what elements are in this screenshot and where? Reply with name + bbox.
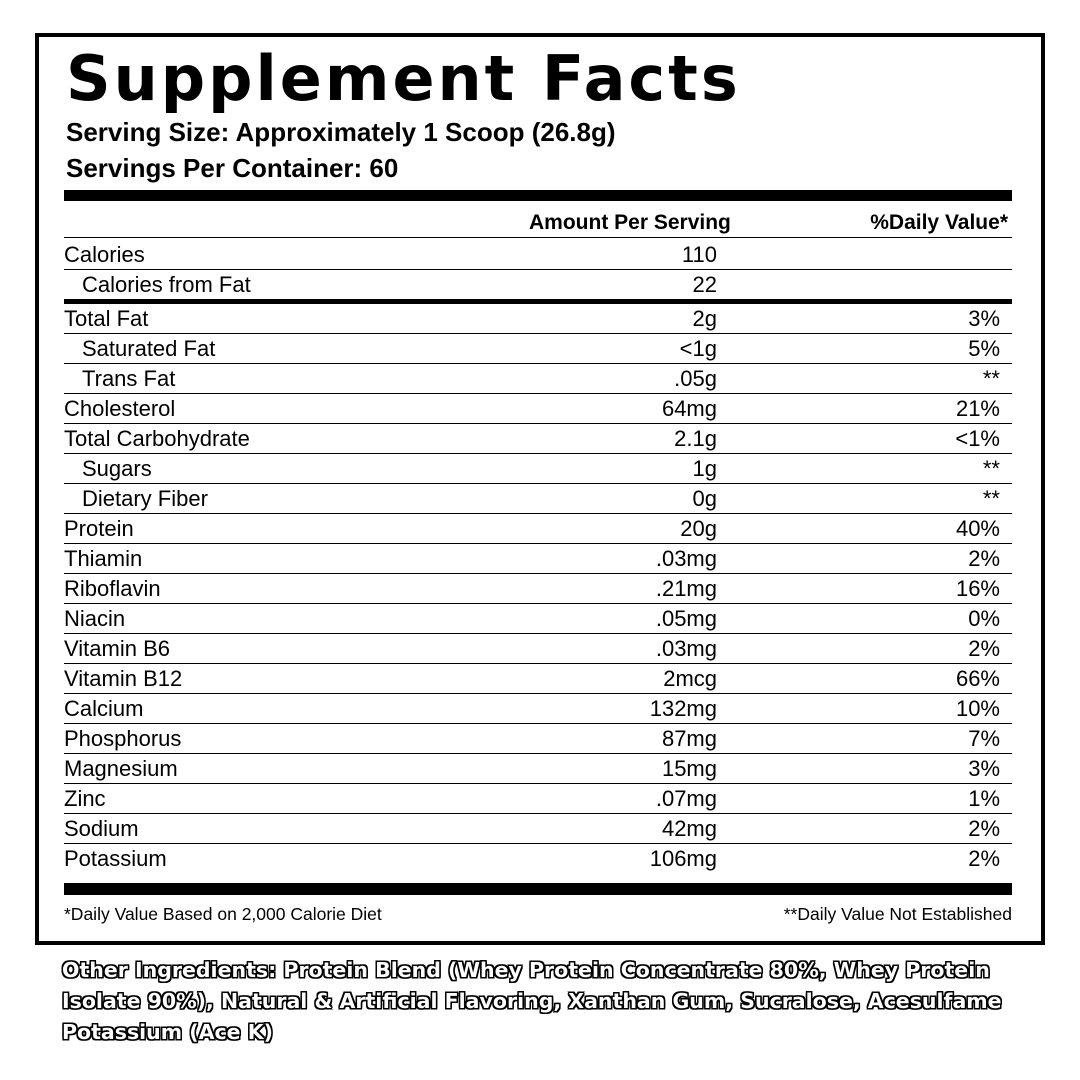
nutrient-amount: 87mg — [661, 726, 717, 751]
nutrient-row: Sodium 42mg 2% — [64, 814, 1012, 844]
serving-size: Serving Size: Approximately 1 Scoop (26.… — [66, 117, 616, 147]
daily-value-column-header: %Daily Value* — [870, 211, 1008, 234]
nutrient-name: Calories — [64, 242, 145, 267]
nutrient-row: Total Carbohydrate 2.1g <1% — [64, 424, 1012, 454]
daily-value-footnote: *Daily Value Based on 2,000 Calorie Diet — [64, 904, 382, 924]
nutrient-amount: .21mg — [655, 576, 717, 601]
top-divider — [64, 190, 1012, 201]
nutrient-name: Dietary Fiber — [82, 486, 208, 511]
nutrient-daily-value: 10% — [955, 696, 1000, 721]
nutrient-daily-value: 40% — [955, 516, 1000, 541]
nutrient-row: Calories from Fat 22 — [64, 270, 1012, 304]
servings-per-container: Servings Per Container: 60 — [66, 153, 399, 183]
nutrient-amount: .05g — [674, 366, 717, 391]
nutrient-daily-value: 0% — [968, 606, 1000, 631]
nutrient-name: Niacin — [64, 606, 126, 631]
panel-title: Supplement Facts — [66, 42, 741, 115]
nutrient-amount: .07mg — [655, 786, 717, 811]
nutrient-row: Cholesterol 64mg 21% — [64, 394, 1012, 424]
nutrient-row: Calcium 132mg 10% — [64, 694, 1012, 724]
header-divider — [64, 237, 1012, 238]
nutrient-name: Vitamin B6 — [64, 636, 170, 661]
nutrient-name: Total Carbohydrate — [64, 426, 250, 451]
nutrient-name: Sugars — [82, 456, 152, 481]
nutrient-daily-value: 3% — [968, 756, 1000, 781]
nutrient-row: Riboflavin .21mg 16% — [64, 574, 1012, 604]
nutrient-row: Dietary Fiber 0g ** — [64, 484, 1012, 514]
nutrient-amount: 42mg — [661, 816, 717, 841]
nutrient-amount: 1g — [692, 456, 717, 481]
nutrient-amount: .03mg — [655, 546, 717, 571]
nutrient-daily-value: 3% — [968, 306, 1000, 331]
nutrient-amount: 22 — [692, 272, 717, 297]
nutrient-row: Total Fat 2g 3% — [64, 304, 1012, 334]
nutrient-amount: .03mg — [655, 636, 717, 661]
nutrient-name: Thiamin — [64, 546, 143, 571]
nutrient-daily-value: 2% — [968, 636, 1000, 661]
nutrient-amount: 15mg — [661, 756, 717, 781]
nutrient-daily-value: ** — [982, 456, 1000, 481]
nutrient-amount: <1g — [679, 336, 717, 361]
nutrient-name: Zinc — [64, 786, 106, 811]
nutrient-row: Vitamin B6 .03mg 2% — [64, 634, 1012, 664]
supplement-facts-panel: Supplement Facts Serving Size: Approxima… — [35, 33, 1045, 945]
nutrient-daily-value: 5% — [968, 336, 1000, 361]
nutrient-daily-value: ** — [982, 366, 1000, 391]
nutrient-row: Sugars 1g ** — [64, 454, 1012, 484]
nutrient-daily-value: 16% — [955, 576, 1000, 601]
amount-column-header: Amount Per Serving — [529, 211, 731, 234]
nutrient-name: Magnesium — [64, 756, 178, 781]
nutrient-daily-value: 2% — [968, 546, 1000, 571]
nutrient-name: Protein — [64, 516, 134, 541]
nutrient-row: Calories 110 — [64, 240, 1012, 270]
nutrient-amount: 2mcg — [663, 666, 717, 691]
nutrient-name: Saturated Fat — [82, 336, 216, 361]
nutrient-row: Niacin .05mg 0% — [64, 604, 1012, 634]
bottom-divider — [64, 883, 1012, 895]
nutrient-amount: 64mg — [661, 396, 717, 421]
nutrient-daily-value: ** — [982, 486, 1000, 511]
nutrient-row: Vitamin B12 2mcg 66% — [64, 664, 1012, 694]
nutrient-daily-value: 2% — [968, 816, 1000, 841]
nutrient-row: Magnesium 15mg 3% — [64, 754, 1012, 784]
nutrient-name: Calcium — [64, 696, 144, 721]
nutrient-amount: 2.1g — [674, 426, 717, 451]
nutrient-daily-value: 66% — [955, 666, 1000, 691]
nutrient-name: Vitamin B12 — [64, 666, 183, 691]
nutrient-daily-value: 1% — [968, 786, 1000, 811]
nutrient-name: Riboflavin — [64, 576, 161, 601]
nutrient-table: Calories 110 Calories from Fat 22 Total Fa… — [64, 240, 1012, 874]
nutrient-row: Potassium 106mg 2% — [64, 844, 1012, 874]
nutrient-name: Trans Fat — [82, 366, 176, 391]
nutrient-name: Phosphorus — [64, 726, 182, 751]
nutrient-amount: 20g — [680, 516, 717, 541]
nutrient-row: Protein 20g 40% — [64, 514, 1012, 544]
nutrient-daily-value: 21% — [955, 396, 1000, 421]
nutrient-name: Potassium — [64, 846, 167, 871]
other-ingredients: Other Ingredients: Protein Blend (Whey P… — [62, 958, 1002, 1044]
nutrient-amount: 106mg — [649, 846, 717, 871]
nutrient-row: Thiamin .03mg 2% — [64, 544, 1012, 574]
nutrient-row: Saturated Fat <1g 5% — [64, 334, 1012, 364]
nutrient-amount: .05mg — [655, 606, 717, 631]
nutrient-row: Zinc .07mg 1% — [64, 784, 1012, 814]
nutrient-name: Calories from Fat — [82, 272, 251, 297]
nutrient-name: Total Fat — [64, 306, 149, 331]
nutrient-daily-value: 2% — [968, 846, 1000, 871]
nutrient-amount: 132mg — [649, 696, 717, 721]
nutrient-amount: 0g — [692, 486, 717, 511]
nutrient-daily-value: 7% — [968, 726, 1000, 751]
nutrient-row: Phosphorus 87mg 7% — [64, 724, 1012, 754]
nutrient-name: Cholesterol — [64, 396, 176, 421]
nutrient-amount: 2g — [692, 306, 717, 331]
nutrient-name: Sodium — [64, 816, 139, 841]
nutrient-daily-value: <1% — [955, 426, 1000, 451]
nutrient-row: Trans Fat .05g ** — [64, 364, 1012, 394]
not-established-footnote: **Daily Value Not Established — [783, 904, 1012, 924]
nutrient-amount: 110 — [681, 242, 717, 267]
